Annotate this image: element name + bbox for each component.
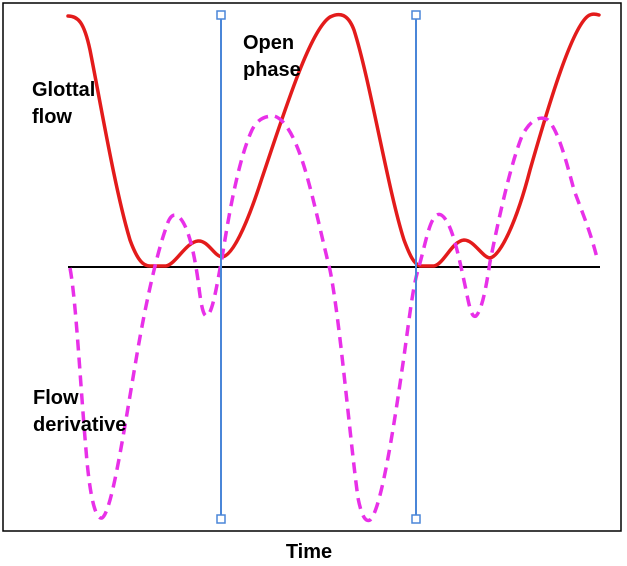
x-axis-label: Time: [286, 541, 332, 561]
marker-line-left[interactable]: [216, 10, 226, 524]
square-handle-icon[interactable]: [411, 514, 421, 524]
square-handle-icon[interactable]: [216, 10, 226, 20]
glottal-flow-curve: [66, 12, 601, 268]
square-handle-icon[interactable]: [411, 10, 421, 20]
glottal-flow-label-line2: flow: [32, 106, 72, 128]
flow-derivative-label-line1: Flow: [33, 387, 79, 409]
open-phase-label-line2: phase: [243, 59, 301, 81]
square-handle-icon[interactable]: [216, 514, 226, 524]
marker-line-right[interactable]: [411, 10, 421, 524]
flow-derivative-label-line2: derivative: [33, 414, 126, 436]
flow-derivative-curve: [68, 114, 599, 523]
glottal-flow-label-line1: Glottal: [32, 79, 95, 101]
plot-frame: [2, 2, 622, 532]
open-phase-label-line1: Open: [243, 32, 294, 54]
